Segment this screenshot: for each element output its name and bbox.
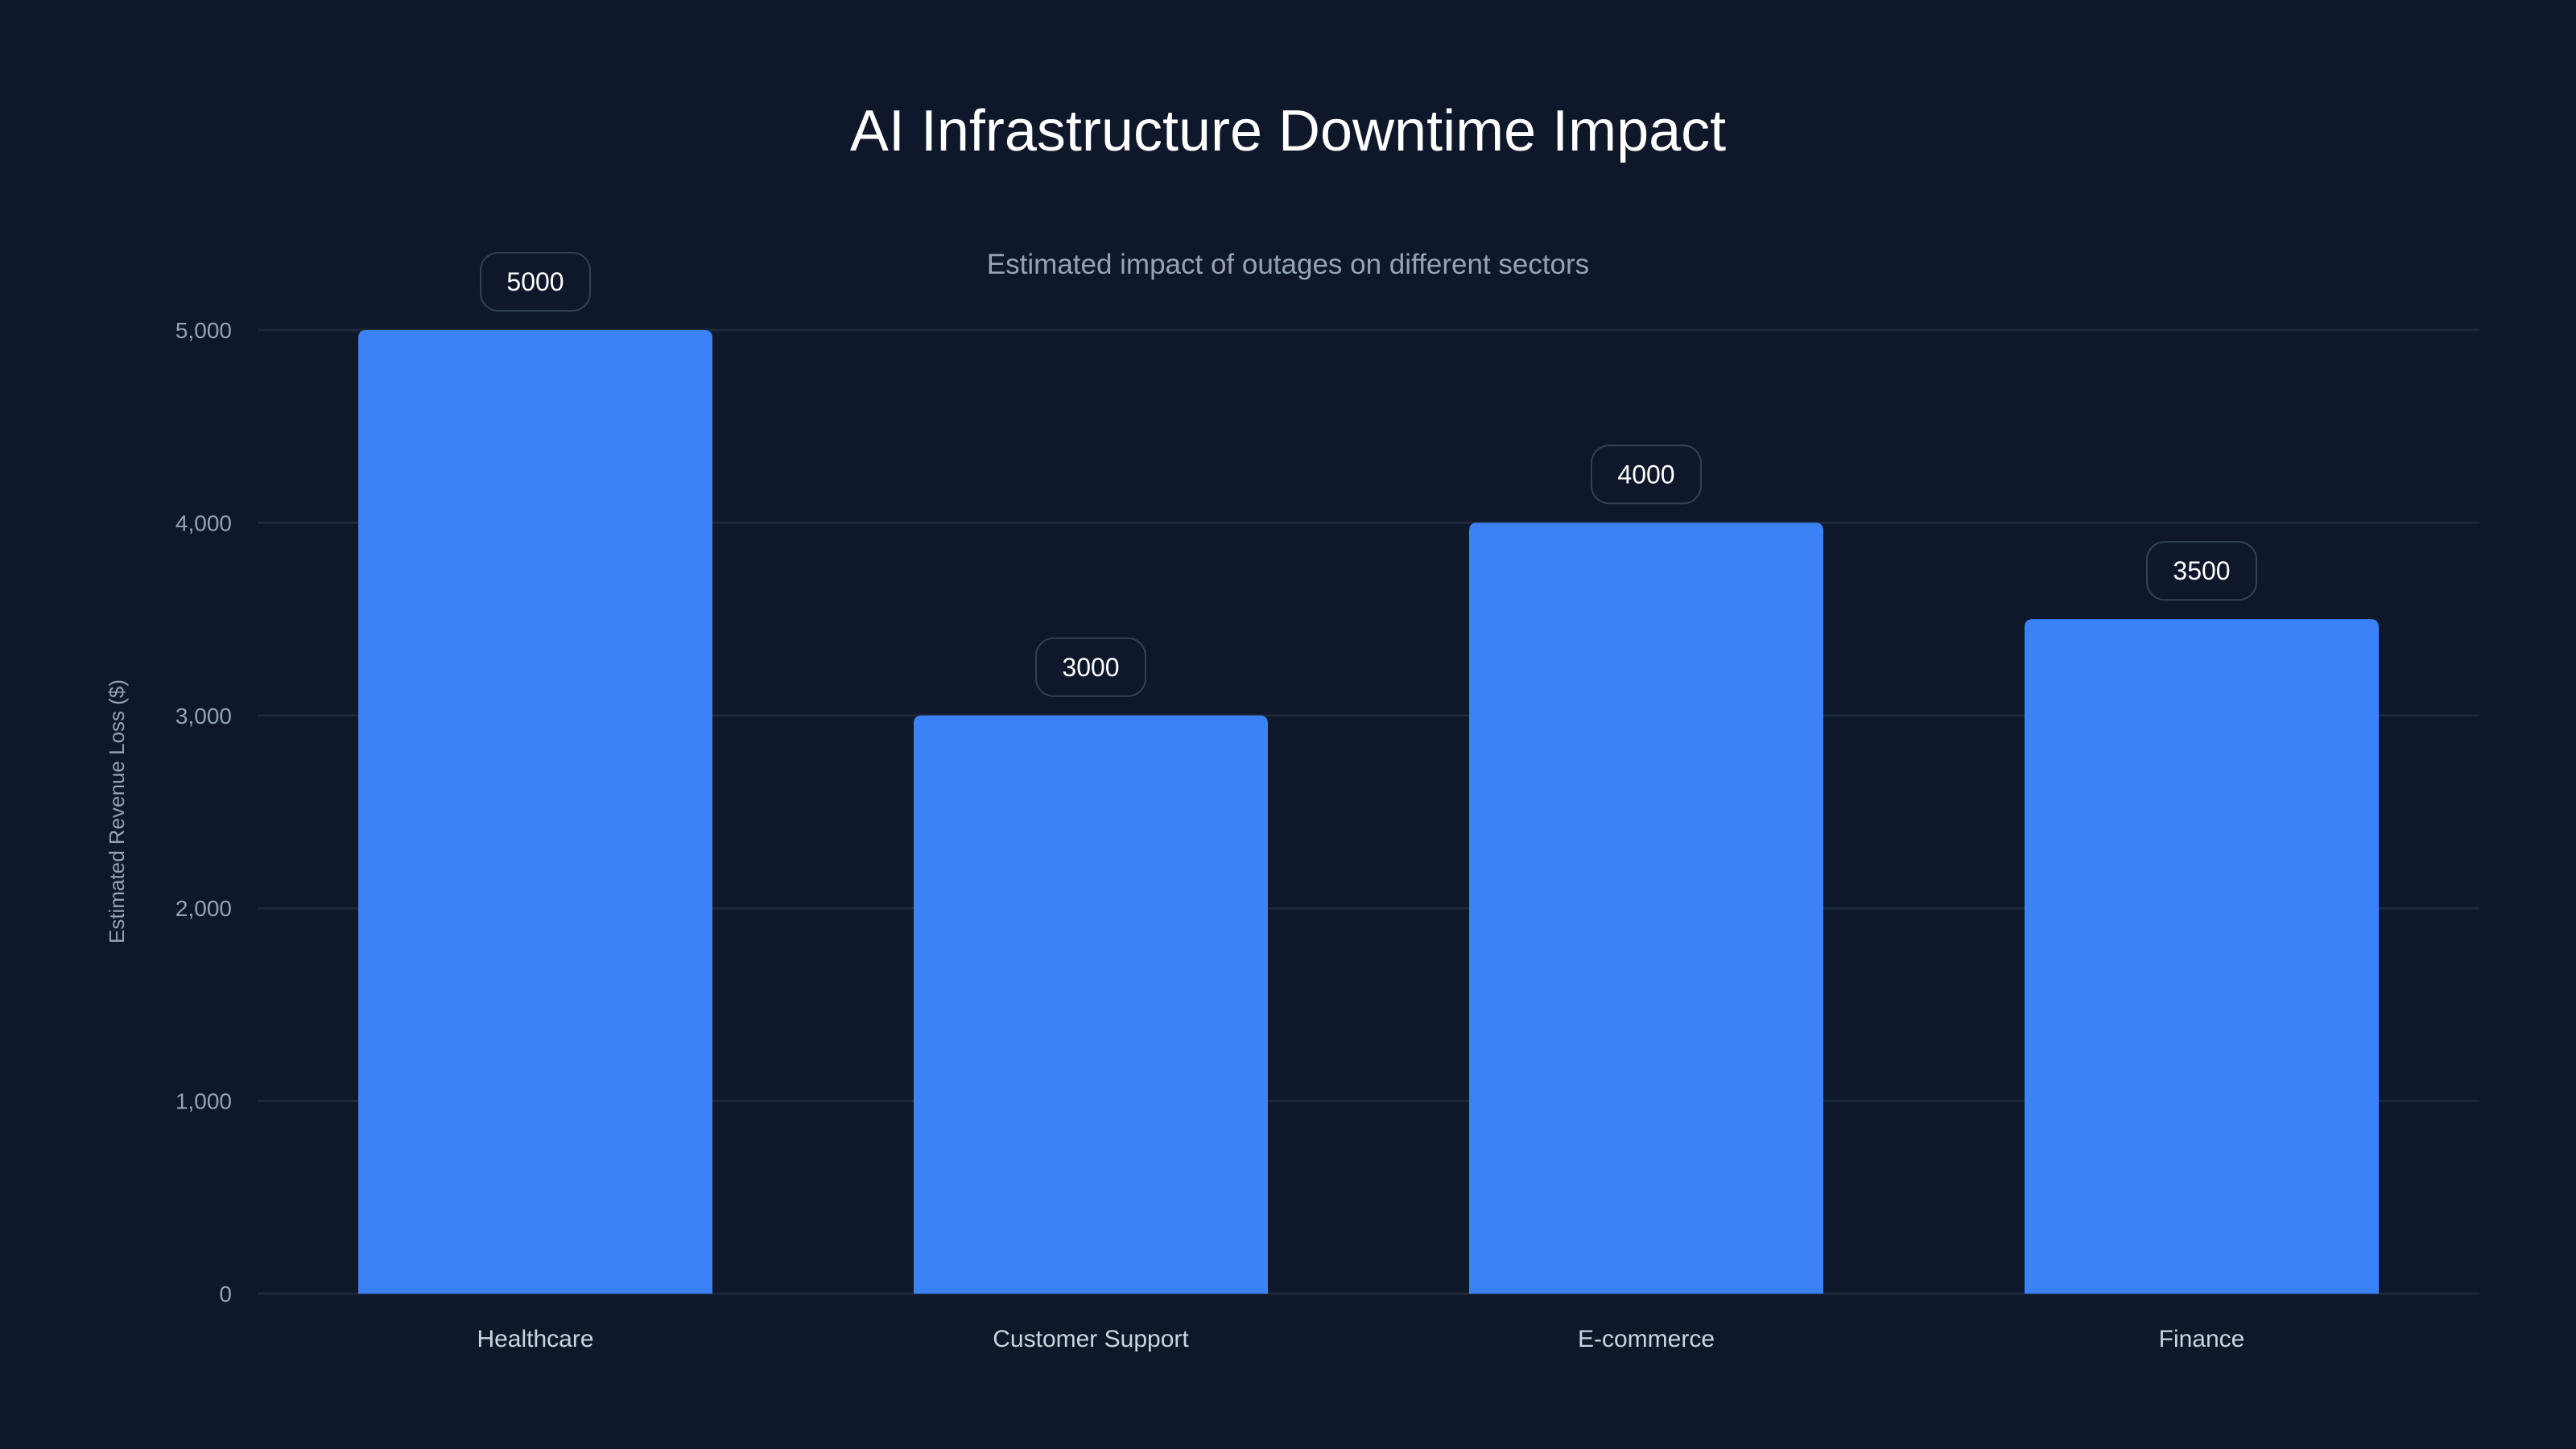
y-tick-label: 0 [219,1282,232,1307]
x-tick-label: E-commerce [1578,1326,1715,1352]
bar-customer-support [914,715,1268,1294]
y-tick-label: 3,000 [175,704,232,729]
chart-title: AI Infrastructure Downtime Impact [850,99,1726,163]
data-label-box [480,252,591,312]
x-tick-label: Finance [2159,1326,2245,1352]
data-label-box [1035,637,1146,697]
y-tick-label: 5,000 [175,318,232,343]
data-label: 5000 [506,267,564,296]
bar-healthcare [358,330,712,1294]
chart-subtitle: Estimated impact of outages on different… [987,249,1589,280]
bar-finance [2025,619,2379,1294]
data-label-box [1591,444,1702,505]
data-label-box [2146,541,2257,601]
y-axis-label: Estimated Revenue Loss ($) [105,679,129,943]
x-tick-label: Customer Support [993,1326,1189,1352]
y-tick-label: 4,000 [175,510,232,535]
data-label: 4000 [1617,460,1674,489]
data-label: 3000 [1062,653,1119,682]
y-tick-label: 2,000 [175,896,232,921]
data-label: 3500 [2173,556,2230,585]
bar-e-commerce [1469,522,1823,1294]
x-tick-label: Healthcare [477,1326,593,1352]
y-tick-label: 1,000 [175,1089,232,1114]
